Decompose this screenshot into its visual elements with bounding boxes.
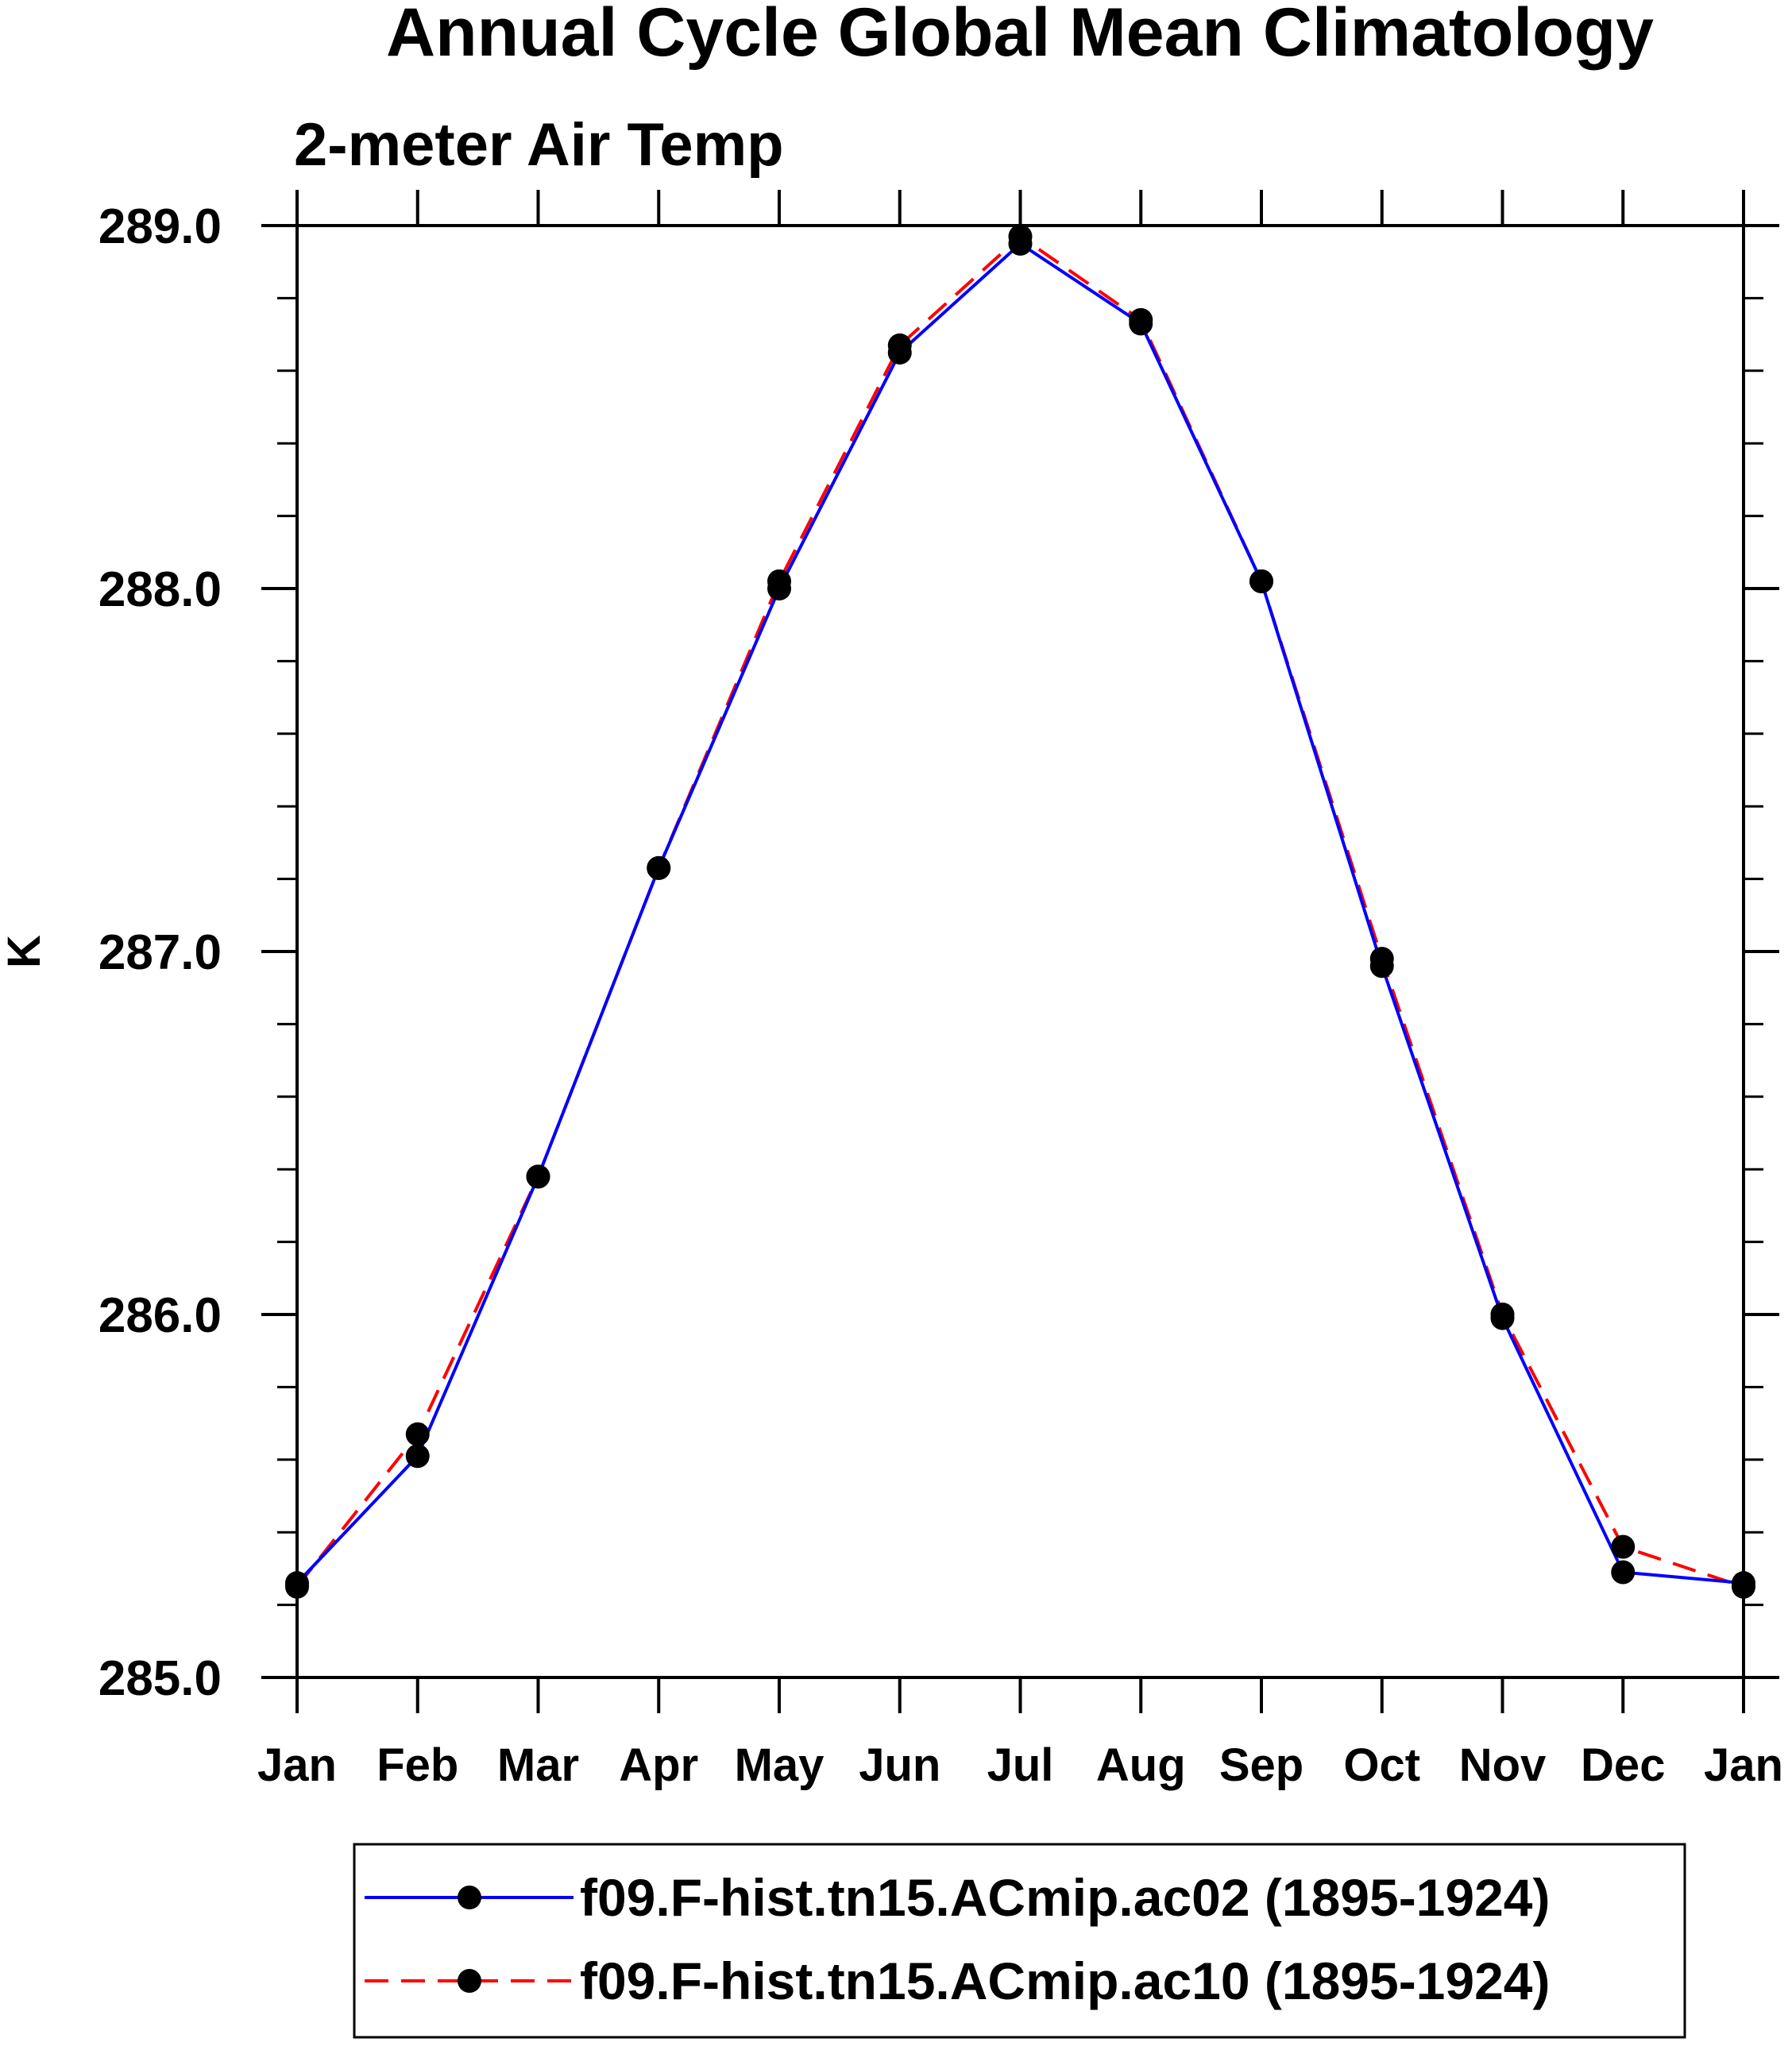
data-point	[1611, 1534, 1636, 1559]
x-tick-label: Nov	[1459, 1739, 1547, 1791]
legend-label: f09.F-hist.tn15.ACmip.ac02 (1895-1924)	[580, 1868, 1550, 1927]
data-point	[1732, 1574, 1755, 1599]
y-tick-label: 286.0	[98, 1288, 222, 1343]
chart-title: Annual Cycle Global Mean Climatology	[386, 0, 1654, 71]
legend: f09.F-hist.tn15.ACmip.ac02 (1895-1924) f0…	[353, 1843, 1686, 2039]
x-tick-label: Aug	[1096, 1739, 1186, 1791]
data-point	[1490, 1303, 1515, 1326]
x-tick-label: Feb	[377, 1739, 458, 1791]
series-line	[295, 241, 1744, 1585]
data-point	[1249, 569, 1273, 593]
legend-marker	[458, 1886, 481, 1909]
data-point	[887, 333, 912, 357]
plot-frame	[295, 224, 1745, 1679]
data-point	[285, 1574, 309, 1599]
data-point	[526, 1164, 550, 1189]
y-tick-label: 287.0	[98, 925, 222, 980]
y-tick-label: 289.0	[98, 199, 222, 254]
data-point	[1129, 307, 1153, 332]
x-tick-label: Jun	[859, 1739, 940, 1791]
data-point	[405, 1422, 430, 1446]
x-tick-label: May	[735, 1739, 825, 1791]
legend-marker	[458, 1969, 481, 1993]
data-point	[1008, 224, 1033, 249]
axes: Jan Feb Mar Apr May Jun Jul Aug Sep Oct Nov Dec Jan 2…	[98, 190, 1783, 1791]
series-line	[295, 234, 1744, 1589]
x-tick-label: Dec	[1581, 1739, 1665, 1791]
x-tick-label: Jul	[987, 1739, 1054, 1791]
x-tick-label: Apr	[619, 1739, 698, 1791]
legend-box	[353, 1843, 1686, 2039]
x-tick-label: Jan	[257, 1739, 337, 1791]
x-tick-label: Sep	[1219, 1739, 1303, 1791]
data-point	[647, 855, 671, 880]
x-tick-label: Mar	[497, 1739, 579, 1791]
chart-subtitle: 2-meter Air Temp	[294, 111, 784, 179]
series-group	[285, 224, 1755, 1599]
data-point	[1611, 1560, 1636, 1585]
data-point	[767, 569, 791, 593]
x-tick-label: Jan	[1704, 1739, 1783, 1791]
data-point	[405, 1444, 430, 1469]
y-tick-label: 288.0	[98, 562, 222, 617]
y-tick-label: 285.0	[98, 1651, 222, 1706]
x-tick-label: Oct	[1343, 1739, 1420, 1791]
legend-label: f09.F-hist.tn15.ACmip.ac10 (1895-1924)	[580, 1951, 1550, 2010]
y-axis-label: K	[0, 935, 50, 968]
data-point	[1369, 947, 1394, 971]
